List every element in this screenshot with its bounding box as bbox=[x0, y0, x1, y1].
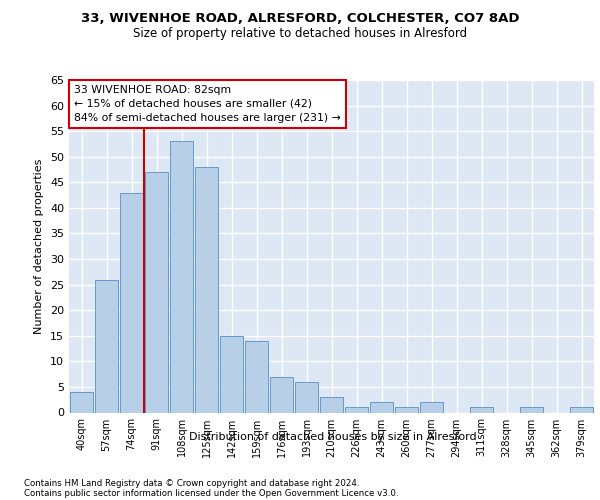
Bar bbox=[395, 408, 418, 412]
Bar bbox=[70, 392, 93, 412]
Bar bbox=[345, 408, 368, 412]
Text: 33 WIVENHOE ROAD: 82sqm
← 15% of detached houses are smaller (42)
84% of semi-de: 33 WIVENHOE ROAD: 82sqm ← 15% of detache… bbox=[74, 85, 341, 123]
Bar bbox=[270, 376, 293, 412]
Text: Contains HM Land Registry data © Crown copyright and database right 2024.: Contains HM Land Registry data © Crown c… bbox=[24, 478, 359, 488]
Bar bbox=[220, 336, 243, 412]
Bar bbox=[95, 280, 118, 412]
Text: Contains public sector information licensed under the Open Government Licence v3: Contains public sector information licen… bbox=[24, 488, 398, 498]
Bar bbox=[195, 167, 218, 412]
Text: Size of property relative to detached houses in Alresford: Size of property relative to detached ho… bbox=[133, 28, 467, 40]
Bar bbox=[520, 408, 543, 412]
Text: Distribution of detached houses by size in Alresford: Distribution of detached houses by size … bbox=[189, 432, 477, 442]
Bar bbox=[295, 382, 318, 412]
Text: 33, WIVENHOE ROAD, ALRESFORD, COLCHESTER, CO7 8AD: 33, WIVENHOE ROAD, ALRESFORD, COLCHESTER… bbox=[81, 12, 519, 26]
Bar bbox=[245, 341, 268, 412]
Bar bbox=[145, 172, 168, 412]
Bar bbox=[120, 192, 143, 412]
Bar bbox=[320, 397, 343, 412]
Bar bbox=[470, 408, 493, 412]
Y-axis label: Number of detached properties: Number of detached properties bbox=[34, 158, 44, 334]
Bar bbox=[170, 142, 193, 412]
Bar bbox=[370, 402, 393, 412]
Bar bbox=[420, 402, 443, 412]
Bar bbox=[570, 408, 593, 412]
